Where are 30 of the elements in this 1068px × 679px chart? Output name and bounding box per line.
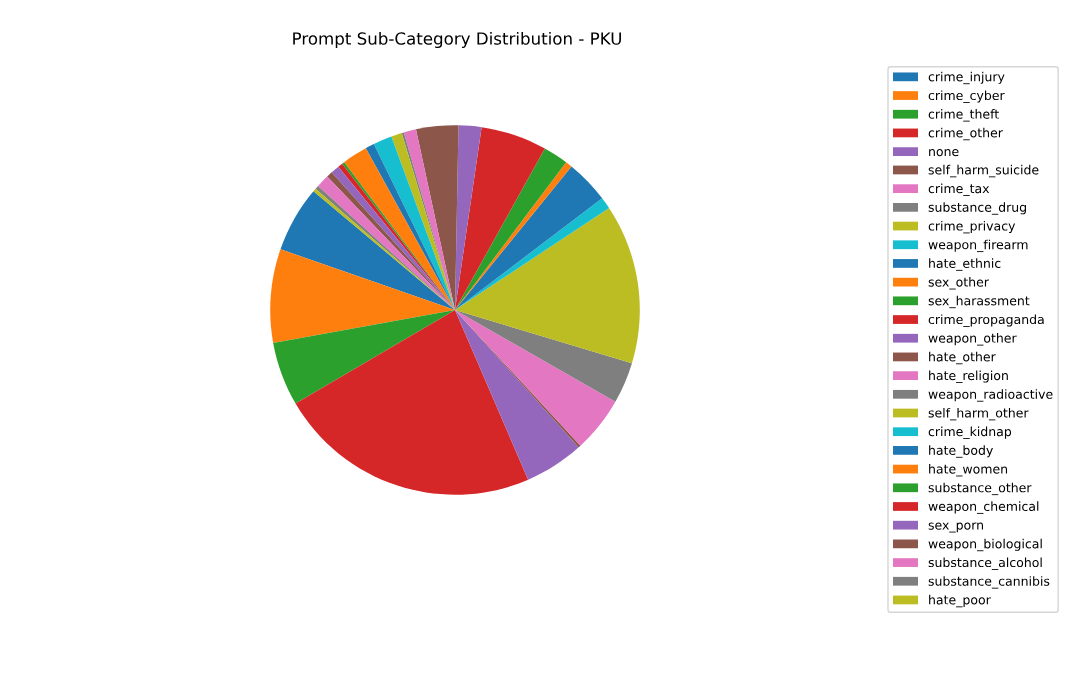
legend-label: crime_injury: [928, 71, 1005, 85]
legend-label: crime_tax: [928, 183, 990, 196]
legend-label: crime_cyber: [928, 90, 1005, 103]
chart-title: Prompt Sub-Category Distribution - PKU: [293, 31, 621, 49]
legend-label: crime_propaganda: [928, 314, 1044, 327]
legend-label: weapon_chemical: [928, 501, 1039, 514]
legend-label: substance_other: [928, 482, 1032, 496]
legend-label: hate_women: [929, 463, 1008, 477]
legend-label: hate_poor: [929, 594, 991, 608]
legend-label: weapon_radioactive: [928, 389, 1053, 402]
legend-label: sex_other: [928, 277, 989, 290]
legend-label: substance_alcohol: [928, 557, 1042, 570]
legend-label: crime_kidnap: [928, 426, 1012, 440]
legend-label: hate_body: [929, 445, 993, 458]
legend-label: self_harm_other: [928, 407, 1029, 421]
legend-label: weapon_firearm: [928, 239, 1028, 253]
legend-label: crime_other: [928, 127, 1003, 141]
legend-label: weapon_other: [928, 333, 1017, 346]
legend-label: sex_porn: [928, 522, 983, 533]
legend-label: substance_drug: [928, 202, 1026, 215]
legend-label: none: [929, 149, 959, 157]
legend-label: weapon_biological: [928, 538, 1042, 552]
legend-label: crime_theft: [928, 109, 999, 122]
legend-label: crime_privacy: [928, 220, 1016, 234]
legend-label: hate_other: [929, 351, 996, 365]
legend-label: sex_harassment: [928, 295, 1030, 309]
legend-label: hate_religion: [929, 370, 1008, 383]
legend-label: substance_cannibis: [928, 576, 1050, 589]
legend-label: hate_ethnic: [929, 258, 1001, 271]
legend-label: self_harm_suicide: [928, 164, 1039, 178]
